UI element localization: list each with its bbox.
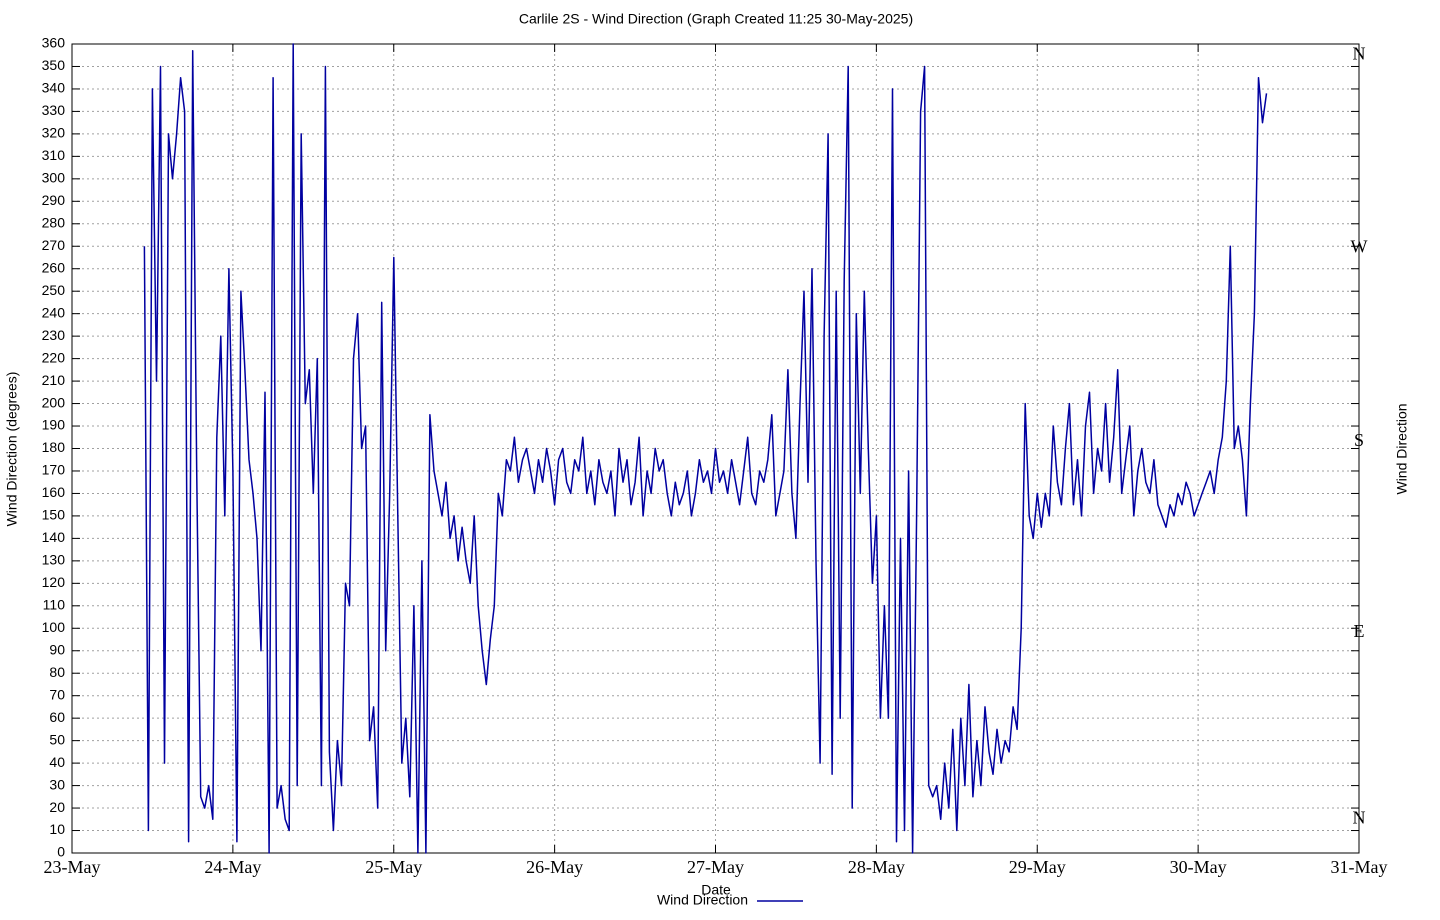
x-tick-label: 31-May xyxy=(1331,857,1388,877)
y-tick-label: 360 xyxy=(42,35,66,51)
x-tick-label: 23-May xyxy=(44,857,101,877)
plot-frame xyxy=(71,43,1360,854)
y-tick-label: 280 xyxy=(42,214,66,230)
legend-label: Wind Direction xyxy=(657,892,748,908)
y-tick-label: 210 xyxy=(42,372,66,388)
y-tick-label: 250 xyxy=(42,282,66,298)
y-tick-label: 130 xyxy=(42,552,66,568)
y-tick-label: 290 xyxy=(42,192,66,208)
x-tick-label: 28-May xyxy=(848,857,905,877)
x-tick-label: 27-May xyxy=(687,857,744,877)
y-axis-label: Wind Direction (degrees) xyxy=(4,372,20,527)
y2-axis-label: Wind Direction xyxy=(1394,403,1410,494)
y-tick-label: 60 xyxy=(49,709,65,725)
y-tick-label: 220 xyxy=(42,349,66,365)
y-tick-label: 140 xyxy=(42,529,66,545)
y-tick-label: 90 xyxy=(49,641,65,657)
y-tick-label: 170 xyxy=(42,462,66,478)
y-tick-label: 350 xyxy=(42,57,66,73)
y-tick-label: 320 xyxy=(42,125,66,141)
y-tick-label: 180 xyxy=(42,439,66,455)
y-tick-label: 190 xyxy=(42,417,66,433)
y-tick-label: 240 xyxy=(42,304,66,320)
x-tick-label: 29-May xyxy=(1009,857,1066,877)
y-tick-label: 330 xyxy=(42,102,66,118)
y-tick-label: 20 xyxy=(49,799,65,815)
y-tick-label: 310 xyxy=(42,147,66,163)
y-tick-label: 260 xyxy=(42,259,66,275)
y-tick-label: 120 xyxy=(42,574,66,590)
y-tick-label: 340 xyxy=(42,80,66,96)
y-tick-label: 300 xyxy=(42,170,66,186)
y-tick-label: 100 xyxy=(42,619,66,635)
x-tick-label: 30-May xyxy=(1170,857,1227,877)
y-tick-label: 30 xyxy=(49,776,65,792)
y-tick-label: 230 xyxy=(42,327,66,343)
x-tick-label: 24-May xyxy=(204,857,261,877)
data-line xyxy=(143,43,1268,854)
x-axis-label: Date xyxy=(701,882,731,898)
y-tick-label: 70 xyxy=(49,686,65,702)
y-tick-label: 110 xyxy=(43,597,66,613)
y-tick-label: 80 xyxy=(49,664,65,680)
y-tick-label: 270 xyxy=(42,237,66,253)
x-tick-label: 26-May xyxy=(526,857,583,877)
y-tick-label: 0 xyxy=(57,844,65,860)
y-tick-label: 200 xyxy=(42,394,66,410)
y-tick-label: 160 xyxy=(42,484,66,500)
x-tick-label: 25-May xyxy=(365,857,422,877)
y-tick-label: 40 xyxy=(49,754,65,770)
y-tick-label: 50 xyxy=(49,731,65,747)
chart-title: Carlile 2S - Wind Direction (Graph Creat… xyxy=(519,11,913,27)
y-tick-label: 10 xyxy=(49,821,65,837)
y-tick-label: 150 xyxy=(42,507,66,523)
